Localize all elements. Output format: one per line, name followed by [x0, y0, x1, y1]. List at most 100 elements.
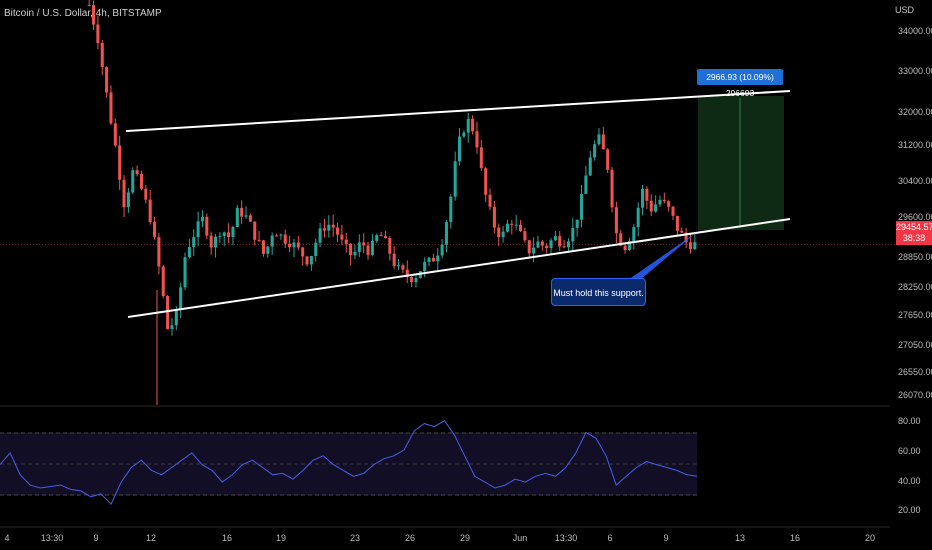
candle-body — [532, 247, 536, 254]
candle-body — [296, 242, 300, 248]
candle-body — [153, 222, 157, 238]
candle-body — [436, 255, 440, 262]
measure-tool-label[interactable]: 2966.93 (10.09%) 296693 — [697, 69, 783, 98]
candle-body — [283, 234, 287, 244]
candle-body — [444, 222, 448, 245]
candle-body — [423, 262, 427, 272]
candle-body — [462, 132, 466, 137]
candle-body — [627, 241, 631, 251]
candle-body — [248, 215, 252, 222]
candle-body — [632, 227, 636, 242]
candle-body — [388, 238, 392, 254]
candle-body — [87, 5, 91, 6]
candle-body — [218, 235, 222, 237]
candle-body — [623, 245, 627, 251]
time-axis-label: 16 — [221, 533, 233, 543]
target-zone — [698, 96, 784, 230]
channel-resistance-line — [125, 90, 791, 132]
candle-body — [305, 256, 309, 265]
candle-body — [266, 246, 270, 254]
candle-body — [588, 157, 592, 176]
time-axis-label: 26 — [404, 533, 416, 543]
candle-body — [562, 246, 566, 248]
candle-body — [353, 251, 357, 256]
channel-support-line — [127, 218, 791, 318]
candle-body — [475, 131, 479, 148]
candle-body — [309, 256, 313, 265]
candle-body — [231, 227, 235, 237]
candle-body — [431, 257, 435, 262]
time-axis-label: 4 — [4, 533, 10, 543]
candle-body — [240, 207, 244, 217]
candle-body — [96, 24, 100, 43]
candle-body — [200, 216, 204, 222]
price-axis-label: 34000.00 — [898, 26, 932, 36]
candle-body — [597, 134, 601, 145]
candle-body — [601, 134, 605, 150]
candle-body — [636, 207, 640, 228]
candle-body — [405, 269, 409, 278]
candle-body — [314, 242, 318, 257]
price-axis-label: 28850.00 — [898, 252, 932, 262]
candle-body — [566, 241, 570, 248]
candle-body — [549, 240, 553, 249]
candle-body — [645, 188, 649, 201]
candle-body — [688, 242, 692, 250]
candle-body — [575, 219, 579, 228]
candle-body — [558, 236, 562, 247]
candle-body — [357, 242, 361, 252]
candle-body — [227, 232, 231, 237]
candle-body — [471, 118, 475, 132]
symbol-title[interactable]: Bitcoin / U.S. Dollar, 4h, BITSTAMP — [4, 8, 162, 19]
candle-body — [118, 145, 122, 180]
candle-body — [540, 241, 544, 246]
candle-body — [139, 174, 143, 189]
candle-body — [336, 227, 340, 235]
price-axis-label: 26070.00 — [898, 390, 932, 400]
candle-body — [667, 201, 671, 207]
candle-body — [536, 241, 540, 248]
candle-body — [131, 170, 135, 193]
price-axis-label: 28250.00 — [898, 282, 932, 292]
candle-body — [122, 179, 126, 208]
candle-body — [649, 200, 653, 212]
candle-body — [553, 236, 557, 241]
time-axis-label: 13:30 — [40, 533, 64, 543]
time-axis-label: 6 — [607, 533, 613, 543]
time-axis-label: 12 — [145, 533, 157, 543]
price-axis-label: 31200.00 — [898, 140, 932, 150]
candle-body — [458, 136, 462, 162]
rsi-axis-label: 20.00 — [898, 505, 921, 515]
candle-body — [580, 193, 584, 220]
price-axis-label: 30400.00 — [898, 176, 932, 186]
candle-body — [148, 199, 152, 223]
candle-body — [684, 232, 688, 243]
candle-body — [492, 206, 496, 228]
candle-body — [196, 221, 200, 238]
candle-body — [205, 216, 209, 236]
candle-body — [593, 144, 597, 158]
rsi-axis-label: 80.00 — [898, 416, 921, 426]
candle-body — [479, 147, 483, 169]
candle-body — [397, 265, 401, 267]
time-axis-label: 9 — [93, 533, 99, 543]
candle-body — [693, 242, 697, 250]
candle-body — [135, 170, 139, 175]
candle-body — [449, 196, 453, 223]
support-callout[interactable]: Must hold this support. — [551, 278, 646, 306]
rsi-band — [0, 433, 697, 495]
candle-body — [584, 175, 588, 194]
candle-body — [183, 257, 187, 288]
candle-body — [440, 244, 444, 256]
candle-body — [100, 42, 104, 68]
candle-body — [209, 235, 213, 248]
candle-body — [144, 188, 148, 200]
price-axis-label: 29600.00 — [898, 212, 932, 222]
candle-body — [370, 240, 374, 255]
candle-body — [126, 192, 130, 208]
time-axis-label: 19 — [275, 533, 287, 543]
candle-body — [527, 240, 531, 254]
bar-countdown: 38:38 — [902, 233, 926, 243]
candle-body — [610, 169, 614, 208]
